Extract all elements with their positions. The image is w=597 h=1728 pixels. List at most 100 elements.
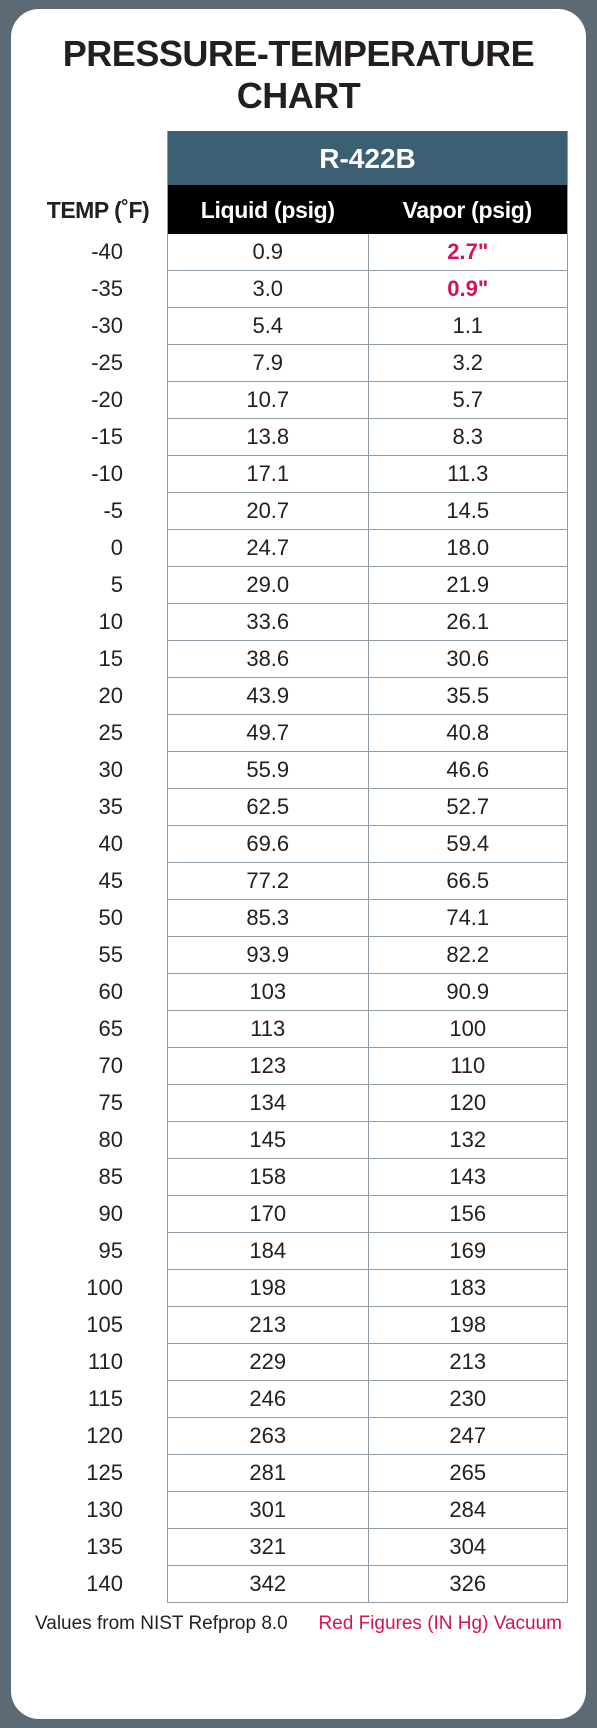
liquid-cell: 301 xyxy=(167,1492,368,1529)
temp-cell: -25 xyxy=(29,345,167,382)
temp-cell: 50 xyxy=(29,900,167,937)
vapor-cell: 74.1 xyxy=(368,900,569,937)
liquid-header: Liquid (psig) xyxy=(167,185,368,234)
liquid-cell: 103 xyxy=(167,974,368,1011)
liquid-cell: 62.5 xyxy=(167,789,368,826)
liquid-cell: 321 xyxy=(167,1529,368,1566)
temp-cell: -30 xyxy=(29,308,167,345)
vapor-cell: 30.6 xyxy=(368,641,569,678)
liquid-cell: 77.2 xyxy=(167,863,368,900)
vapor-cell: 213 xyxy=(368,1344,569,1381)
temp-header: TEMP (˚F) xyxy=(29,185,167,234)
temp-cell: 60 xyxy=(29,974,167,1011)
temp-cell: 55 xyxy=(29,937,167,974)
vapor-cell: 59.4 xyxy=(368,826,569,863)
vapor-cell: 304 xyxy=(368,1529,569,1566)
temp-cell: 30 xyxy=(29,752,167,789)
temp-cell: 5 xyxy=(29,567,167,604)
vapor-cell: 66.5 xyxy=(368,863,569,900)
liquid-cell: 43.9 xyxy=(167,678,368,715)
vapor-cell: 1.1 xyxy=(368,308,569,345)
temp-cell: 10 xyxy=(29,604,167,641)
liquid-cell: 29.0 xyxy=(167,567,368,604)
vapor-cell: 26.1 xyxy=(368,604,569,641)
liquid-cell: 7.9 xyxy=(167,345,368,382)
chart-card: PRESSURE-TEMPERATURE CHART R-422B TEMP (… xyxy=(11,9,586,1719)
liquid-cell: 38.6 xyxy=(167,641,368,678)
liquid-cell: 134 xyxy=(167,1085,368,1122)
liquid-cell: 3.0 xyxy=(167,271,368,308)
chart-footer: Values from NIST Refprop 8.0 Red Figures… xyxy=(29,1603,568,1635)
temp-cell: 45 xyxy=(29,863,167,900)
footer-source: Values from NIST Refprop 8.0 xyxy=(35,1613,288,1635)
temp-cell: -5 xyxy=(29,493,167,530)
refrigerant-header: R-422B xyxy=(167,131,568,185)
temp-cell: 0 xyxy=(29,530,167,567)
vapor-cell: 169 xyxy=(368,1233,569,1270)
liquid-cell: 5.4 xyxy=(167,308,368,345)
vapor-cell: 100 xyxy=(368,1011,569,1048)
temp-cell: -10 xyxy=(29,456,167,493)
vapor-cell: 120 xyxy=(368,1085,569,1122)
vapor-cell: 110 xyxy=(368,1048,569,1085)
vapor-cell: 0.9" xyxy=(368,271,569,308)
temp-cell: 95 xyxy=(29,1233,167,1270)
temp-cell: 125 xyxy=(29,1455,167,1492)
vapor-cell: 14.5 xyxy=(368,493,569,530)
temp-cell: 140 xyxy=(29,1566,167,1603)
liquid-cell: 229 xyxy=(167,1344,368,1381)
vapor-cell: 326 xyxy=(368,1566,569,1603)
liquid-cell: 0.9 xyxy=(167,234,368,271)
temp-cell: 25 xyxy=(29,715,167,752)
liquid-cell: 85.3 xyxy=(167,900,368,937)
temp-cell: -15 xyxy=(29,419,167,456)
vapor-cell: 156 xyxy=(368,1196,569,1233)
vapor-cell: 2.7" xyxy=(368,234,569,271)
temp-cell: 40 xyxy=(29,826,167,863)
vapor-cell: 247 xyxy=(368,1418,569,1455)
temp-cell: -20 xyxy=(29,382,167,419)
liquid-cell: 281 xyxy=(167,1455,368,1492)
vapor-cell: 11.3 xyxy=(368,456,569,493)
temp-cell: 15 xyxy=(29,641,167,678)
liquid-cell: 17.1 xyxy=(167,456,368,493)
temp-cell: -40 xyxy=(29,234,167,271)
vapor-cell: 46.6 xyxy=(368,752,569,789)
liquid-cell: 158 xyxy=(167,1159,368,1196)
temp-cell: -35 xyxy=(29,271,167,308)
table-body: -400.92.7"-353.00.9"-305.41.1-257.93.2-2… xyxy=(29,234,568,1603)
temp-cell: 110 xyxy=(29,1344,167,1381)
liquid-cell: 246 xyxy=(167,1381,368,1418)
vapor-header: Vapor (psig) xyxy=(368,185,569,234)
vapor-cell: 265 xyxy=(368,1455,569,1492)
liquid-cell: 55.9 xyxy=(167,752,368,789)
liquid-cell: 69.6 xyxy=(167,826,368,863)
liquid-cell: 184 xyxy=(167,1233,368,1270)
temp-cell: 85 xyxy=(29,1159,167,1196)
temp-cell: 130 xyxy=(29,1492,167,1529)
temp-cell: 115 xyxy=(29,1381,167,1418)
temp-cell: 100 xyxy=(29,1270,167,1307)
temp-cell: 135 xyxy=(29,1529,167,1566)
liquid-cell: 123 xyxy=(167,1048,368,1085)
liquid-cell: 263 xyxy=(167,1418,368,1455)
vapor-cell: 18.0 xyxy=(368,530,569,567)
vapor-cell: 183 xyxy=(368,1270,569,1307)
vapor-cell: 21.9 xyxy=(368,567,569,604)
temp-cell: 75 xyxy=(29,1085,167,1122)
vapor-cell: 40.8 xyxy=(368,715,569,752)
vapor-cell: 143 xyxy=(368,1159,569,1196)
footer-vacuum-note: Red Figures (IN Hg) Vacuum xyxy=(318,1613,562,1635)
temp-cell: 120 xyxy=(29,1418,167,1455)
liquid-cell: 33.6 xyxy=(167,604,368,641)
liquid-cell: 13.8 xyxy=(167,419,368,456)
vapor-cell: 90.9 xyxy=(368,974,569,1011)
temp-cell: 80 xyxy=(29,1122,167,1159)
liquid-cell: 93.9 xyxy=(167,937,368,974)
vapor-cell: 35.5 xyxy=(368,678,569,715)
temp-cell: 90 xyxy=(29,1196,167,1233)
vapor-cell: 284 xyxy=(368,1492,569,1529)
temp-cell: 105 xyxy=(29,1307,167,1344)
liquid-cell: 20.7 xyxy=(167,493,368,530)
vapor-cell: 230 xyxy=(368,1381,569,1418)
